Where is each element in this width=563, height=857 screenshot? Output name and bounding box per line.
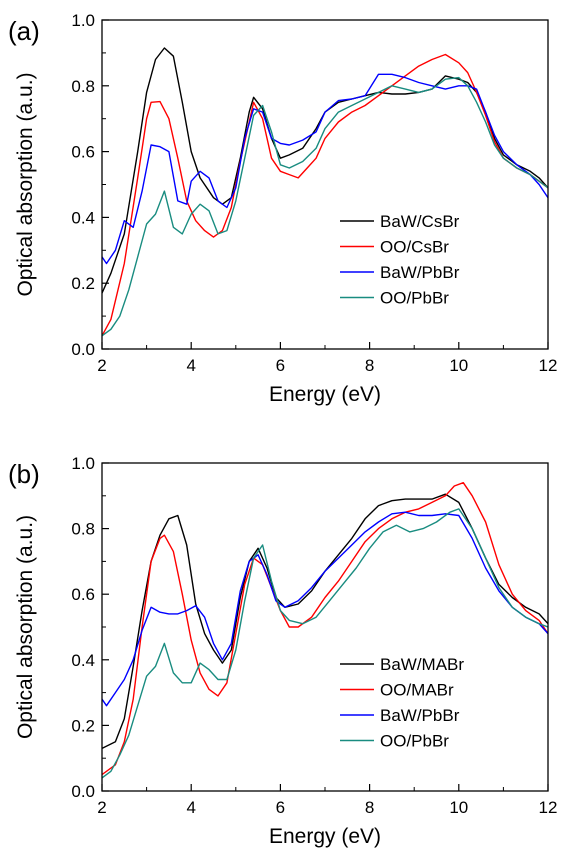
- x-tick-label: 6: [276, 356, 285, 375]
- legend-entry-3: BaW/PbBr: [380, 263, 460, 282]
- y-tick-label: 0.0: [71, 782, 95, 801]
- x-axis: 2 4 6 8 10 12 Energy (eV): [97, 784, 557, 848]
- y-tick-label: 0.6: [71, 585, 95, 604]
- series-line-2: [102, 482, 548, 776]
- series-group: [102, 47, 548, 337]
- legend: BaW/MABr OO/MABr BaW/PbBr OO/PbBr: [340, 655, 464, 751]
- panel-label: (a): [8, 16, 40, 46]
- y-tick-label: 0.6: [71, 143, 95, 162]
- y-axis: 0.0 0.2 0.4 0.6 0.8 1.0 Optical absorption (a.…: [14, 11, 109, 359]
- legend-entry-2: OO/MABr: [380, 681, 454, 700]
- series-line-4: [102, 508, 548, 779]
- x-tick-label: 4: [186, 798, 195, 817]
- y-tick-label: 0.0: [71, 340, 95, 359]
- y-axis-label: Optical absorption (a.u.): [14, 515, 37, 739]
- x-tick-label: 12: [539, 798, 558, 817]
- y-tick-label: 1.0: [71, 454, 95, 473]
- series-line-4: [102, 76, 548, 337]
- x-axis-label: Energy (eV): [269, 383, 381, 406]
- panel-a: (a) 2 4 6 8 10 12 Energy (eV) 0.0 0.2 0.4 0.6 0.8 1.0…: [8, 11, 557, 406]
- y-tick-label: 1.0: [71, 11, 95, 30]
- y-axis-label: Optical absorption (a.u.): [14, 72, 37, 296]
- series-line-1: [102, 493, 548, 750]
- y-tick-label: 0.2: [71, 716, 95, 735]
- x-tick-label: 2: [97, 798, 106, 817]
- x-tick-label: 4: [186, 356, 195, 375]
- legend-entry-4: OO/PbBr: [380, 732, 449, 751]
- x-axis: 2 4 6 8 10 12 Energy (eV): [97, 342, 557, 406]
- series-line-2: [102, 53, 548, 337]
- x-tick-label: 8: [365, 798, 374, 817]
- y-tick-label: 0.4: [71, 651, 95, 670]
- plot-frame: [101, 19, 549, 350]
- x-tick-label: 8: [365, 356, 374, 375]
- x-tick-label: 12: [539, 356, 558, 375]
- y-tick-label: 0.8: [71, 77, 95, 96]
- x-axis-label: Energy (eV): [269, 825, 381, 848]
- panel-b: (b) 2 4 6 8 10 12 Energy (eV) 0.0 0.2 0.4 0.6 0.8 1.0…: [8, 454, 557, 848]
- legend-entry-1: BaW/CsBr: [380, 212, 460, 231]
- x-tick-label: 2: [97, 356, 106, 375]
- x-tick-label: 10: [449, 798, 468, 817]
- y-tick-label: 0.4: [71, 208, 95, 227]
- x-tick-label: 6: [276, 798, 285, 817]
- x-tick-label: 10: [449, 356, 468, 375]
- legend-entry-2: OO/CsBr: [380, 238, 449, 257]
- legend: BaW/CsBr OO/CsBr BaW/PbBr OO/PbBr: [340, 212, 460, 308]
- series-line-3: [102, 511, 548, 707]
- panel-label: (b): [8, 459, 40, 489]
- legend-entry-3: BaW/PbBr: [380, 706, 460, 725]
- series-line-1: [102, 47, 548, 294]
- legend-entry-4: OO/PbBr: [380, 289, 449, 308]
- series-group: [102, 482, 548, 779]
- y-axis: 0.0 0.2 0.4 0.6 0.8 1.0 Optical absorption (a.…: [14, 454, 109, 801]
- legend-entry-1: BaW/MABr: [380, 655, 464, 674]
- y-tick-label: 0.2: [71, 274, 95, 293]
- series-line-3: [102, 73, 548, 265]
- y-tick-label: 0.8: [71, 520, 95, 539]
